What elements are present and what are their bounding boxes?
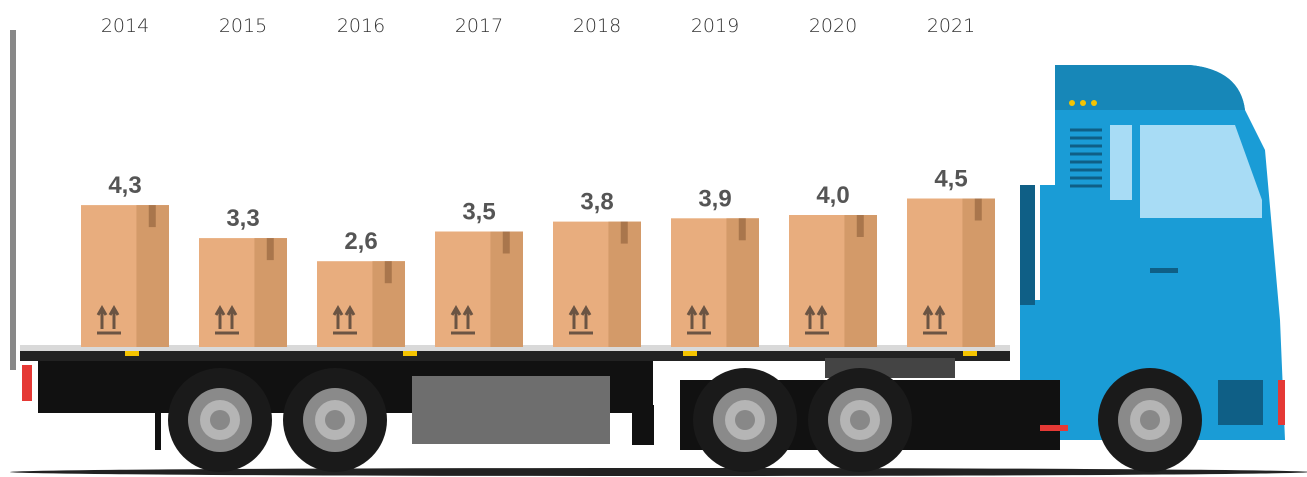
- box-tape: [266, 238, 274, 261]
- value-label: 3,9: [698, 185, 731, 212]
- marker: [403, 351, 417, 356]
- box: [671, 218, 759, 347]
- box-side: [962, 198, 995, 347]
- box: [553, 221, 641, 347]
- value-label: 3,5: [462, 199, 495, 226]
- value-label: 4,0: [816, 182, 849, 209]
- x-tick-label: 2014: [101, 15, 149, 37]
- box-tape: [856, 215, 864, 237]
- box: [789, 215, 877, 347]
- box-tape: [148, 205, 156, 228]
- tail-light: [22, 365, 32, 401]
- x-tick-label: 2016: [337, 15, 385, 37]
- value-label: 3,8: [580, 189, 613, 216]
- box-arrows: [96, 304, 121, 335]
- x-tick-label: 2018: [573, 15, 621, 37]
- box-tape: [384, 261, 392, 284]
- marker: [963, 351, 977, 356]
- box-arrows: [332, 304, 357, 335]
- box: [435, 231, 523, 347]
- box: [907, 198, 995, 347]
- box-arrows: [568, 304, 593, 335]
- box-arrows: [804, 304, 829, 335]
- leg: [632, 405, 654, 445]
- pole: [10, 30, 16, 370]
- box-arrows: [214, 304, 239, 335]
- step: [1020, 185, 1035, 305]
- vents: [1070, 128, 1102, 188]
- handle: [1150, 268, 1178, 273]
- bed: [20, 351, 1010, 361]
- roof-light: [1080, 100, 1086, 106]
- truck: [10, 30, 1307, 476]
- wheels: [168, 368, 1202, 472]
- box-arrows: [450, 304, 475, 335]
- value-label: 2,6: [344, 228, 377, 255]
- box-tape: [974, 198, 982, 221]
- reflector: [1040, 425, 1068, 431]
- box-side: [136, 205, 169, 347]
- marker: [683, 351, 697, 356]
- roof-light: [1091, 100, 1097, 106]
- value-label: 3,3: [226, 205, 259, 232]
- box-arrows: [922, 304, 947, 335]
- box-arrows: [686, 304, 711, 335]
- bed-top: [20, 345, 1010, 351]
- tank: [412, 376, 610, 444]
- head-light: [1278, 380, 1285, 425]
- x-tick-label: 2020: [809, 15, 857, 37]
- box-tape: [620, 221, 628, 244]
- x-tick-label: 2019: [691, 15, 739, 37]
- window: [1140, 125, 1262, 218]
- roof-light: [1069, 100, 1075, 106]
- x-tick-label: 2021: [927, 15, 975, 37]
- box: [317, 261, 405, 347]
- x-tick-label: 2017: [455, 15, 503, 37]
- bumper: [1218, 380, 1263, 425]
- x-tick-label: 2015: [219, 15, 267, 37]
- cab-roof: [1055, 65, 1245, 110]
- leg: [155, 405, 161, 450]
- box: [81, 205, 169, 347]
- window: [1110, 125, 1132, 200]
- value-label: 4,3: [108, 172, 141, 199]
- box: [199, 238, 287, 347]
- marker: [125, 351, 139, 356]
- box-tape: [738, 218, 746, 241]
- value-label: 4,5: [934, 166, 967, 193]
- box-tape: [502, 231, 510, 254]
